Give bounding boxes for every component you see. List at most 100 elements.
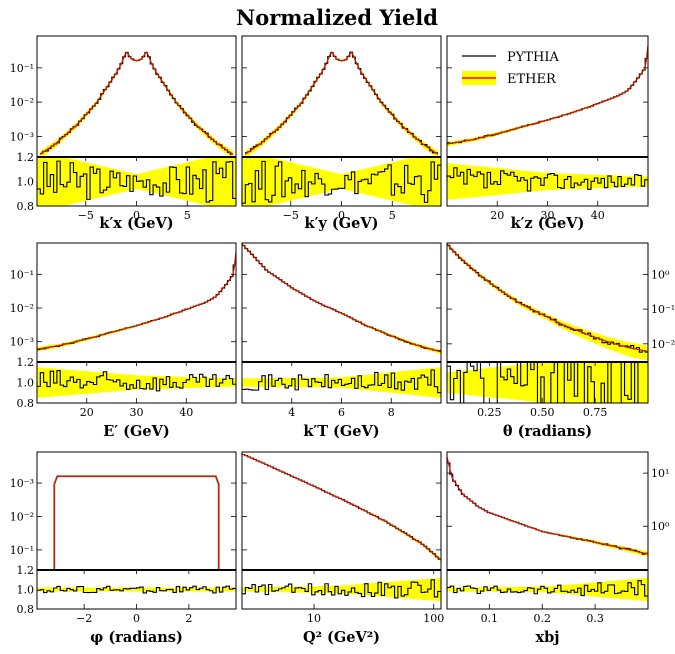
y-tick-label-E: 10⁻²: [10, 302, 34, 315]
ratio-band-kz: [447, 163, 648, 200]
x-tick-label-ky: −5: [283, 209, 299, 222]
legend: PYTHIA ETHER: [462, 50, 559, 87]
y-tick-label-phi: 10⁻³: [10, 477, 34, 490]
panels: −5 0 5 10⁻³ 10⁻² 10⁻¹ 1.2 1.0 0.8 k′x (GeV) −5 0 5 k′…: [10, 35, 675, 646]
x-label-kx: k′x (GeV): [99, 215, 173, 232]
pythia-hist-theta: [447, 244, 648, 353]
x-label-Q2: Q² (GeV²): [303, 629, 380, 646]
ratio-tick-label: 1.0: [17, 176, 35, 189]
pythia-hist-ky: [245, 51, 438, 154]
ratio-pythia-E: [36, 370, 236, 392]
x-label-kT: k′T (GeV): [303, 423, 379, 440]
x-tick-label-kx: 5: [184, 209, 191, 222]
panel-E: 20 30 40 10⁻³ 10⁻² 10⁻¹ 1.2 1.0 0.8 E′ (GeV): [10, 242, 237, 440]
y-tick-label-phi: 10⁻¹: [10, 544, 34, 557]
overlap-line-kz: [446, 45, 649, 145]
x-label-xbj: xbj: [535, 629, 559, 646]
overlap-line-kx: [39, 51, 234, 155]
y-tick-label-theta: 10⁻¹: [651, 303, 675, 316]
x-tick-label-xbj: 0.1: [481, 612, 499, 625]
x-tick-label-kT: 4: [288, 406, 295, 419]
ratio-tick-label: 1.2: [17, 564, 35, 577]
overlap-line-theta: [446, 243, 649, 352]
ether-band-kT: [242, 243, 441, 355]
x-label-theta: θ (radians): [503, 423, 592, 440]
ether-band-Q2: [242, 453, 441, 562]
x-tick-label-theta: 0.50: [530, 406, 555, 419]
x-tick-label-kT: 8: [388, 406, 395, 419]
y-tick-label-theta: 10⁻²: [651, 338, 675, 351]
panel-kx: −5 0 5 10⁻³ 10⁻² 10⁻¹ 1.2 1.0 0.8 k′x (GeV): [10, 35, 237, 232]
ratio-tick-label: 1.2: [17, 151, 35, 164]
overlap-line-xbj: [446, 457, 649, 555]
x-label-phi: φ (radians): [90, 629, 183, 646]
ratio-pythia-kx: [36, 160, 236, 203]
ratio-band-Q2: [242, 577, 441, 602]
x-tick-label-phi: 0: [133, 612, 140, 625]
x-tick-label-kT: 6: [338, 406, 345, 419]
panel-ky: −5 0 5 k′y (GeV): [241, 35, 442, 232]
ether-line-Q2: [241, 453, 442, 561]
y-tick-label-kx: 10⁻³: [10, 130, 34, 143]
ether-line-kx: [39, 51, 234, 155]
y-tick-label-E: 10⁻¹: [10, 268, 34, 281]
ether-line-ky: [244, 51, 439, 155]
panel-Q2: 10 100 Q² (GeV²): [241, 451, 444, 646]
x-tick-label-Q2: 100: [423, 612, 444, 625]
y-tick-label-kx: 10⁻¹: [10, 62, 34, 75]
x-tick-label-ky: 0: [338, 209, 345, 222]
figure-title: Normalized Yield: [236, 5, 438, 30]
ratio-pythia-phi: [36, 585, 236, 594]
legend-label-pythia: PYTHIA: [507, 50, 559, 65]
x-tick-label-kz: 30: [541, 209, 555, 222]
pythia-hist-E: [37, 264, 236, 351]
ratio-tick-label: 1.0: [17, 377, 35, 390]
overlap-line-ky: [244, 51, 439, 155]
x-label-kz: k′z (GeV): [511, 215, 585, 232]
ratio-pythia-Q2: [241, 579, 441, 599]
ether-line-kT: [241, 243, 442, 353]
pythia-hist-kT: [242, 244, 441, 352]
x-tick-label-theta: 0.25: [477, 406, 502, 419]
ratio-tick-label: 1.2: [17, 356, 35, 369]
phi-ether-line: [53, 475, 220, 570]
pythia-hist-xbj: [447, 462, 648, 555]
ratio-tick-label: 0.8: [17, 200, 35, 213]
overlap-line-E: [36, 252, 237, 350]
y-tick-label-xbj: 10⁰: [651, 520, 670, 533]
ratio-tick-label: 0.8: [17, 397, 35, 410]
ratio-pythia-ky: [241, 160, 441, 204]
ratio-pythia-kT: [241, 369, 441, 394]
y-tick-label-kx: 10⁻²: [10, 96, 34, 109]
ratio-pythia-xbj: [446, 580, 648, 597]
x-tick-label-phi: −2: [76, 612, 92, 625]
x-tick-label-xbj: 0.2: [533, 612, 551, 625]
frame-theta: [446, 242, 649, 404]
phi-hist: [53, 475, 220, 570]
frame-xbj: [446, 451, 649, 610]
y-tick-label-phi: 10⁻²: [10, 510, 34, 523]
pythia-hist-Q2: [242, 453, 441, 560]
panel-phi: −2 0 2 10⁻¹ 10⁻² 10⁻³ 1.2 1.0 0.8 φ (radians): [10, 451, 237, 646]
ether-line-E: [36, 252, 237, 350]
x-label-E: E′ (GeV): [103, 423, 170, 440]
x-tick-label-xbj: 0.3: [586, 612, 604, 625]
x-tick-label-E: 40: [179, 406, 193, 419]
panel-kT: 4 6 8 k′T (GeV): [241, 242, 442, 440]
panel-kz: 20 30 40 k′z (GeV): [446, 35, 649, 232]
x-tick-label-Q2: 10: [307, 612, 321, 625]
ether-band-xbj: [447, 456, 648, 557]
x-tick-label-kx: −5: [78, 209, 94, 222]
y-tick-label-theta: 10⁰: [651, 268, 670, 281]
ratio-tick-label: 0.8: [17, 603, 35, 616]
ratio-pythia-kz: [446, 167, 648, 192]
frame-Q2: [241, 451, 442, 610]
x-tick-label-kz: 40: [591, 209, 605, 222]
x-tick-label-E: 30: [130, 406, 144, 419]
x-tick-label-theta: 0.75: [583, 406, 608, 419]
panel-theta: 0.25 0.50 0.75 10⁻² 10⁻¹ 10⁰ θ (radians): [446, 242, 675, 440]
x-tick-label-E: 20: [80, 406, 94, 419]
x-tick-label-ky: 5: [389, 209, 396, 222]
legend-label-ether: ETHER: [507, 72, 557, 87]
